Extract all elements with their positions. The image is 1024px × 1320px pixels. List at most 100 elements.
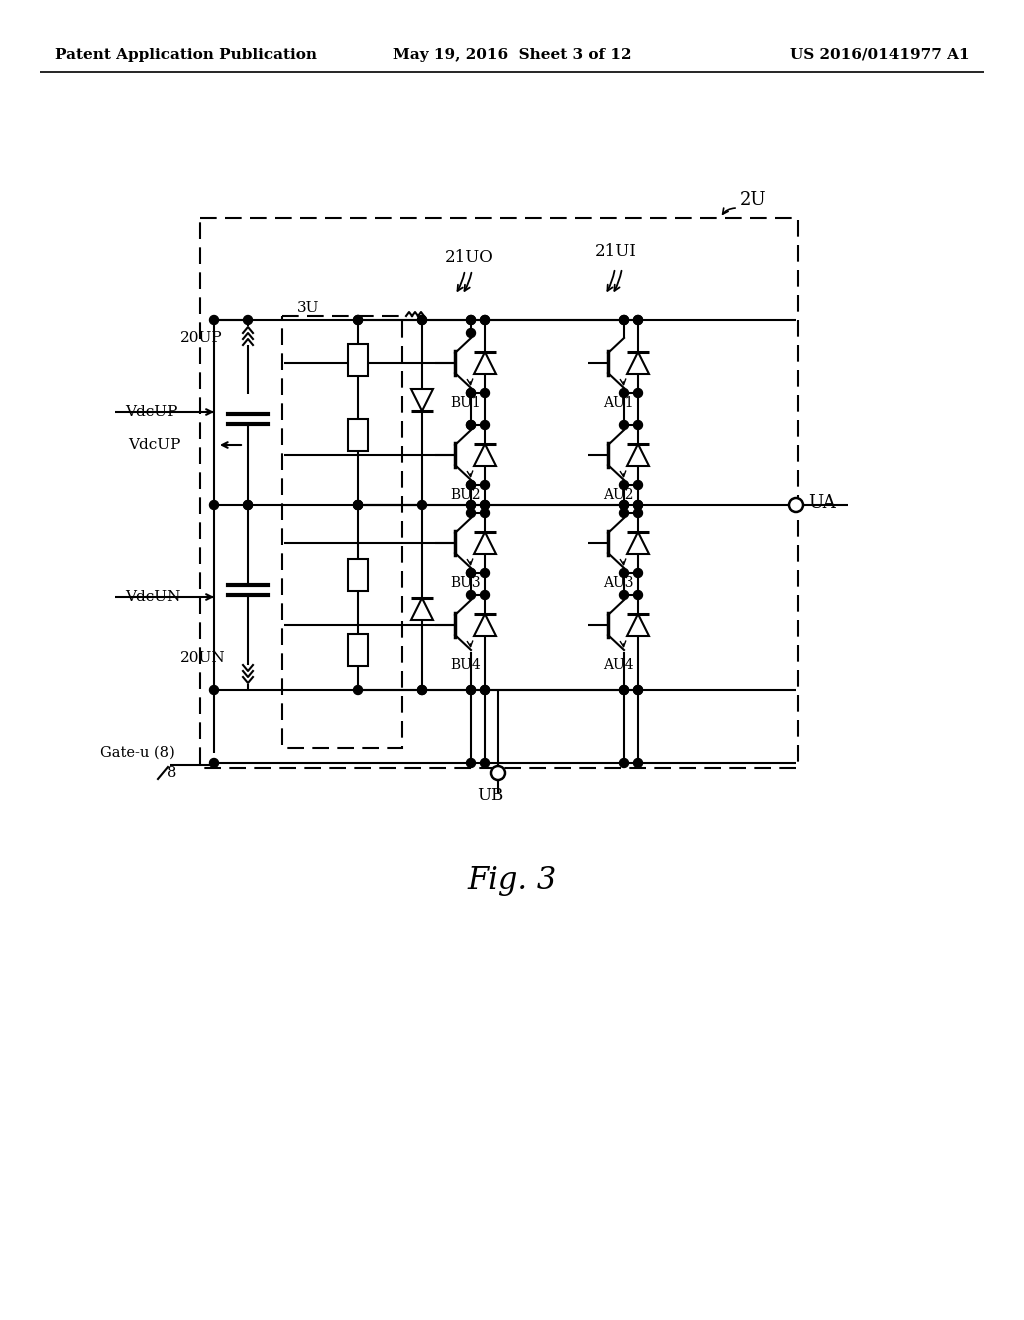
- Circle shape: [620, 590, 629, 599]
- Text: 20UP: 20UP: [180, 331, 222, 345]
- Polygon shape: [474, 614, 496, 636]
- Circle shape: [480, 685, 489, 694]
- Circle shape: [634, 480, 642, 490]
- Text: 2U: 2U: [740, 191, 767, 209]
- Circle shape: [480, 685, 489, 694]
- Polygon shape: [627, 532, 649, 554]
- Text: VdcUN: VdcUN: [125, 590, 180, 605]
- Circle shape: [418, 500, 427, 510]
- Circle shape: [467, 569, 475, 578]
- Circle shape: [620, 388, 629, 397]
- Circle shape: [480, 590, 489, 599]
- Circle shape: [467, 685, 475, 694]
- Circle shape: [480, 315, 489, 325]
- Polygon shape: [627, 444, 649, 466]
- Circle shape: [634, 421, 642, 429]
- Circle shape: [353, 315, 362, 325]
- Text: BU3: BU3: [450, 576, 480, 590]
- Circle shape: [634, 500, 642, 510]
- Circle shape: [480, 480, 489, 490]
- Bar: [348, 558, 368, 591]
- Circle shape: [634, 685, 642, 694]
- Circle shape: [480, 569, 489, 578]
- Circle shape: [244, 500, 253, 510]
- Text: AU3: AU3: [603, 576, 634, 590]
- Circle shape: [467, 329, 475, 338]
- Circle shape: [353, 500, 362, 510]
- Circle shape: [244, 315, 253, 325]
- Circle shape: [467, 759, 475, 767]
- Circle shape: [620, 421, 629, 429]
- Circle shape: [620, 508, 629, 517]
- Circle shape: [634, 508, 642, 517]
- Circle shape: [467, 421, 475, 429]
- Circle shape: [620, 569, 629, 578]
- Circle shape: [490, 766, 505, 780]
- Text: 21UI: 21UI: [595, 243, 637, 260]
- Circle shape: [467, 569, 475, 578]
- Circle shape: [634, 388, 642, 397]
- Circle shape: [467, 508, 475, 517]
- Text: May 19, 2016  Sheet 3 of 12: May 19, 2016 Sheet 3 of 12: [393, 48, 631, 62]
- Circle shape: [467, 500, 475, 510]
- Circle shape: [620, 685, 629, 694]
- Circle shape: [467, 388, 475, 397]
- Circle shape: [353, 500, 362, 510]
- Circle shape: [634, 500, 642, 510]
- Text: BU4: BU4: [450, 657, 480, 672]
- Text: 8: 8: [167, 766, 176, 780]
- Circle shape: [467, 388, 475, 397]
- Polygon shape: [474, 444, 496, 466]
- Text: UA: UA: [808, 494, 836, 512]
- Bar: [200, 218, 798, 768]
- Text: BU1: BU1: [450, 396, 480, 411]
- Text: US 2016/0141977 A1: US 2016/0141977 A1: [791, 48, 970, 62]
- Circle shape: [620, 315, 629, 325]
- Circle shape: [467, 480, 475, 490]
- Text: AU1: AU1: [603, 396, 634, 411]
- Bar: [348, 634, 368, 667]
- Text: 21UO: 21UO: [445, 249, 494, 267]
- Text: VdcUP: VdcUP: [128, 438, 180, 451]
- Circle shape: [418, 685, 427, 694]
- Circle shape: [620, 500, 629, 510]
- Circle shape: [353, 315, 362, 325]
- Circle shape: [634, 569, 642, 578]
- Circle shape: [620, 759, 629, 767]
- Circle shape: [210, 759, 218, 767]
- Text: 20UN: 20UN: [180, 651, 225, 665]
- Bar: [348, 345, 368, 376]
- Text: Gate-u (8): Gate-u (8): [100, 746, 175, 760]
- Circle shape: [480, 388, 489, 397]
- Circle shape: [634, 590, 642, 599]
- Circle shape: [790, 498, 803, 512]
- Circle shape: [418, 315, 427, 325]
- Bar: [348, 418, 368, 451]
- Circle shape: [620, 685, 629, 694]
- Text: UB: UB: [477, 787, 503, 804]
- Circle shape: [467, 480, 475, 490]
- Circle shape: [634, 315, 642, 325]
- Circle shape: [467, 590, 475, 599]
- Text: BU2: BU2: [450, 488, 480, 502]
- Circle shape: [634, 759, 642, 767]
- Circle shape: [418, 685, 427, 694]
- Circle shape: [467, 421, 475, 429]
- Polygon shape: [627, 614, 649, 636]
- Circle shape: [480, 315, 489, 325]
- Text: Fig. 3: Fig. 3: [467, 865, 557, 895]
- Circle shape: [620, 500, 629, 510]
- Circle shape: [480, 500, 489, 510]
- Circle shape: [210, 500, 218, 510]
- Circle shape: [480, 508, 489, 517]
- Text: AU4: AU4: [603, 657, 634, 672]
- Circle shape: [620, 480, 629, 490]
- Circle shape: [467, 315, 475, 325]
- Circle shape: [210, 315, 218, 325]
- Circle shape: [467, 315, 475, 325]
- Polygon shape: [474, 532, 496, 554]
- Polygon shape: [474, 352, 496, 374]
- Circle shape: [353, 685, 362, 694]
- Circle shape: [467, 500, 475, 510]
- Circle shape: [634, 315, 642, 325]
